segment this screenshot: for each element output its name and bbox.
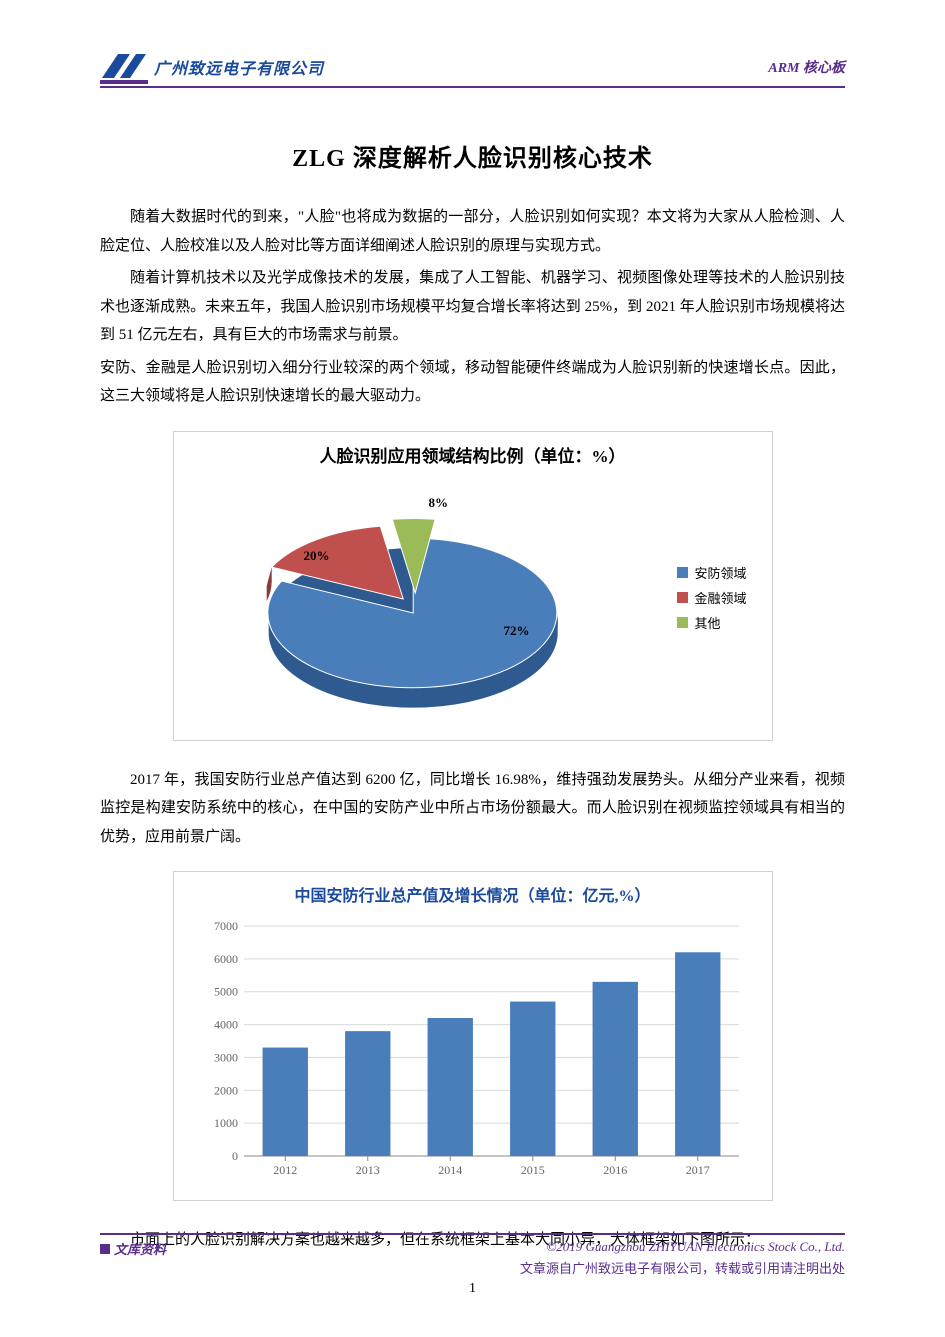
svg-text:2012: 2012 xyxy=(273,1163,297,1177)
paragraph-4: 2017 年，我国安防行业总产值达到 6200 亿，同比增长 16.98%，维持… xyxy=(100,766,845,852)
legend-label: 安防领域 xyxy=(694,563,746,582)
svg-text:2013: 2013 xyxy=(355,1163,379,1177)
paragraph-2: 随着计算机技术以及光学成像技术的发展，集成了人工智能、机器学习、视频图像处理等技… xyxy=(100,264,845,350)
company-logo-icon xyxy=(100,50,148,84)
footer-left-label: 文库资料 xyxy=(100,1239,166,1258)
pie-chart-area: 72% 20% 8% 安防领域 金融领域 其他 xyxy=(174,473,772,733)
svg-text:0: 0 xyxy=(232,1149,238,1163)
company-name: 广州致远电子有限公司 xyxy=(154,55,324,79)
legend-color-icon xyxy=(677,567,688,578)
svg-text:2014: 2014 xyxy=(438,1163,462,1177)
article-title: ZLG 深度解析人脸识别核心技术 xyxy=(100,138,845,173)
bar-chart-title: 中国安防行业总产值及增长情况（单位：亿元,%） xyxy=(194,882,752,906)
pie-chart-legend: 安防领域 金融领域 其他 xyxy=(677,563,746,638)
header-section-label: ARM 核心板 xyxy=(768,57,845,77)
svg-text:1000: 1000 xyxy=(214,1116,238,1130)
footer-attribution: 文章源自广州致远电子有限公司，转载或引用请注明出处 xyxy=(100,1258,845,1277)
legend-label: 金融领域 xyxy=(694,588,746,607)
svg-text:7000: 7000 xyxy=(214,919,238,933)
legend-color-icon xyxy=(677,592,688,603)
svg-text:2015: 2015 xyxy=(520,1163,544,1177)
pie-chart-title: 人脸识别应用领域结构比例（单位：%） xyxy=(174,432,772,473)
svg-text:3000: 3000 xyxy=(214,1050,238,1064)
pie-label-20: 20% xyxy=(304,548,330,564)
pie-label-72: 72% xyxy=(504,623,530,639)
svg-text:2016: 2016 xyxy=(603,1163,627,1177)
page-header: 广州致远电子有限公司 ARM 核心板 xyxy=(100,50,845,88)
pie-chart-container: 人脸识别应用领域结构比例（单位：%） 72% 20% 8% xyxy=(173,431,773,741)
legend-label: 其他 xyxy=(694,613,720,632)
document-page: 广州致远电子有限公司 ARM 核心板 ZLG 深度解析人脸识别核心技术 随着大数… xyxy=(0,0,945,1337)
svg-text:6000: 6000 xyxy=(214,952,238,966)
legend-item: 其他 xyxy=(677,613,746,632)
legend-item: 安防领域 xyxy=(677,563,746,582)
paragraph-3: 安防、金融是人脸识别切入细分行业较深的两个领域，移动智能硬件终端成为人脸识别新的… xyxy=(100,354,845,411)
legend-color-icon xyxy=(677,617,688,628)
svg-text:2017: 2017 xyxy=(685,1163,709,1177)
paragraph-1: 随着大数据时代的到来，"人脸"也将成为数据的一部分，人脸识别如何实现？本文将为大… xyxy=(100,203,845,260)
svg-text:5000: 5000 xyxy=(214,985,238,999)
page-number: 1 xyxy=(100,1281,845,1297)
footer-divider xyxy=(100,1233,845,1235)
footer-block-icon xyxy=(100,1244,110,1254)
svg-text:4000: 4000 xyxy=(214,1018,238,1032)
header-left: 广州致远电子有限公司 xyxy=(100,50,324,84)
legend-item: 金融领域 xyxy=(677,588,746,607)
page-footer: 文库资料 ©2019 Guangzhou ZHIYUAN Electronics… xyxy=(100,1233,845,1297)
svg-text:2000: 2000 xyxy=(214,1083,238,1097)
footer-copyright: ©2019 Guangzhou ZHIYUAN Electronics Stoc… xyxy=(546,1239,845,1258)
bar-chart-container: 中国安防行业总产值及增长情况（单位：亿元,%） 0 1000 2000 3000 400… xyxy=(173,871,773,1201)
pie-label-8: 8% xyxy=(429,495,449,511)
bar-chart-svg: 0 1000 2000 3000 4000 5000 6000 7000 2012 2013 201… xyxy=(194,916,754,1186)
footer-row: 文库资料 ©2019 Guangzhou ZHIYUAN Electronics… xyxy=(100,1239,845,1258)
